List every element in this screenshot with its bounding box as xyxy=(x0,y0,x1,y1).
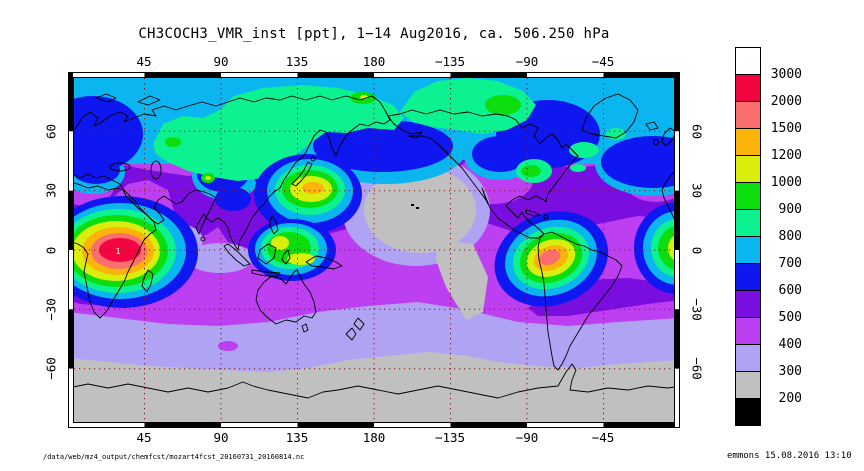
x-tick-label: −90 xyxy=(515,430,539,445)
x-tick-label: 90 xyxy=(213,430,229,445)
map-neatline xyxy=(68,72,680,428)
x-tick-label: −135 xyxy=(434,430,466,445)
colorbar-label: 700 xyxy=(778,256,802,271)
colorbar-swatch xyxy=(735,128,761,156)
x-tick-label: −45 xyxy=(591,430,615,445)
plot-title: CH3COCH3_VMR_inst [ppt], 1−14 Aug2016, c… xyxy=(138,26,610,42)
timestamp-text: emmons 15.08.2016 13:10 xyxy=(727,451,852,461)
x-tick-label: 45 xyxy=(136,54,152,69)
world-map: 1 xyxy=(43,72,722,428)
colorbar-swatch xyxy=(735,155,761,183)
colorbar-swatch xyxy=(735,344,761,372)
colorbar-swatch xyxy=(735,398,761,426)
colorbar-label: 400 xyxy=(778,337,802,352)
colorbar-label: 1500 xyxy=(770,121,802,136)
source-path-text: /data/web/mz4_output/chemfcst/mozart4fcs… xyxy=(43,453,305,461)
y-tick-label: 0 xyxy=(43,246,59,255)
colorbar xyxy=(735,47,761,426)
colorbar-swatch xyxy=(735,263,761,291)
x-tick-label: 180 xyxy=(362,54,386,69)
x-tick-label: −90 xyxy=(515,54,539,69)
x-tick-label: 135 xyxy=(285,430,309,445)
colorbar-label: 1200 xyxy=(770,148,802,163)
colorbar-swatch xyxy=(735,101,761,129)
colorbar-label: 600 xyxy=(778,283,802,298)
colorbar-label: 200 xyxy=(778,391,802,406)
x-tick-label: 90 xyxy=(213,54,229,69)
y-tick-label: 0 xyxy=(689,246,705,255)
colorbar-label: 1000 xyxy=(770,175,802,190)
colorbar-swatch xyxy=(735,47,761,75)
y-tick-label: −30 xyxy=(43,298,59,321)
colorbar-label: 2000 xyxy=(770,94,802,109)
world-map-svg: 1 xyxy=(43,72,722,428)
x-tick-label: 180 xyxy=(362,430,386,445)
hawaii-islands xyxy=(411,204,419,209)
x-tick-label: 45 xyxy=(136,430,152,445)
colorbar-swatch xyxy=(735,74,761,102)
x-tick-label: −135 xyxy=(434,54,466,69)
colorbar-label: 3000 xyxy=(770,67,802,82)
colorbar-swatch xyxy=(735,290,761,318)
y-tick-label: 60 xyxy=(43,123,59,140)
y-tick-label: −60 xyxy=(43,357,59,380)
graticule-gridlines xyxy=(74,78,674,422)
colorbar-swatch xyxy=(735,371,761,399)
x-tick-label: −45 xyxy=(591,54,615,69)
y-tick-label: 30 xyxy=(689,182,705,199)
colorbar-label: 900 xyxy=(778,202,802,217)
y-tick-label: −60 xyxy=(689,357,705,380)
colorbar-swatch xyxy=(735,182,761,210)
y-tick-label: 30 xyxy=(43,182,59,199)
colorbar-swatch xyxy=(735,209,761,237)
y-tick-label: 60 xyxy=(689,123,705,140)
colorbar-label: 300 xyxy=(778,364,802,379)
colorbar-label: 500 xyxy=(778,310,802,325)
contour-max-label: 1 xyxy=(116,247,121,256)
x-tick-label: 135 xyxy=(285,54,309,69)
colorbar-swatch xyxy=(735,236,761,264)
colorbar-label: 800 xyxy=(778,229,802,244)
colorbar-swatch xyxy=(735,317,761,345)
y-tick-label: −30 xyxy=(689,298,705,321)
